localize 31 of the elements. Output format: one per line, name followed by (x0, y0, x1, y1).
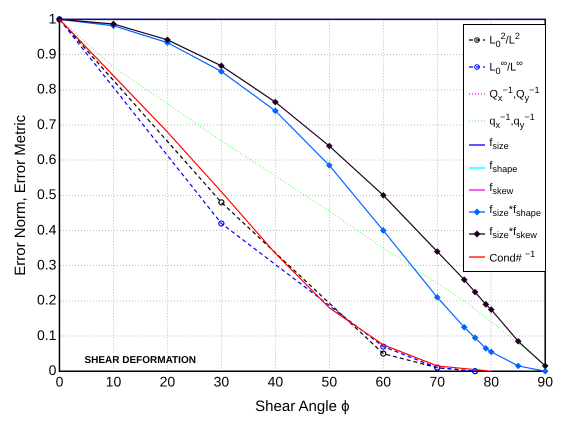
y-tick-label: 0.4 (36, 221, 57, 238)
y-tick-label: 0 (48, 362, 57, 378)
x-tick-label: 30 (214, 373, 230, 390)
y-tick-label: 0.8 (36, 80, 57, 97)
y-tick-label: 0.2 (36, 292, 57, 308)
y-axis-title: Error Norm, Error Metric (12, 114, 30, 276)
x-tick-label: 40 (268, 373, 284, 390)
x-tick-label: 50 (322, 373, 338, 390)
x-tick-label: 90 (537, 373, 554, 390)
legend-label: f$_{skew}$ (489, 180, 514, 198)
y-tick-label: 0.3 (36, 256, 57, 273)
x-tick-label: 10 (106, 373, 122, 390)
x-tick-label: 20 (160, 373, 176, 390)
legend-label: f$_{size}$ (489, 136, 509, 154)
y-tick-label: 0.1 (36, 326, 57, 343)
y-tick-label: 0.9 (36, 45, 57, 62)
legend-label: L$_{0}$$^{∞}$/L$^{∞}$ (489, 56, 523, 78)
x-tick-label: 70 (429, 373, 446, 390)
legend-label: Cond# $^{−1}$ (489, 248, 536, 267)
annotation: SHEAR DEFORMATION (84, 354, 196, 366)
y-tick-label: 0.6 (36, 150, 57, 167)
legend-label: f$_{shape}$ (489, 158, 518, 176)
legend-label: f$_{size}$*f$_{skew}$ (489, 225, 537, 242)
x-axis-title: Shear Angle ϕ (255, 398, 350, 416)
y-tick-label: 0.7 (36, 116, 57, 132)
legend-label: f$_{size}$*f$_{shape}$ (489, 202, 541, 220)
y-tick-label: 0.5 (36, 186, 57, 202)
x-tick-label: 80 (483, 373, 500, 390)
y-tick-label: 1 (48, 10, 57, 26)
x-tick-label: 60 (376, 373, 392, 390)
legend-label: L$_{0}$$^{2}$/L$^{2}$ (489, 30, 520, 51)
